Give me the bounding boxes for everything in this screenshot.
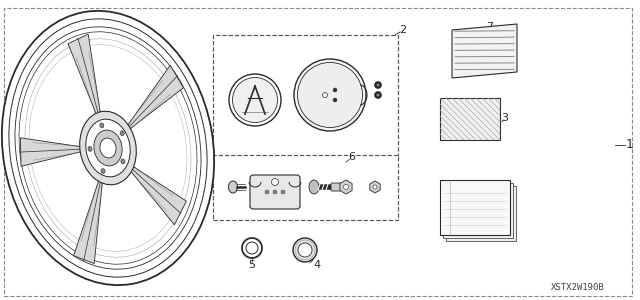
Ellipse shape	[246, 242, 258, 254]
Ellipse shape	[323, 92, 328, 98]
Ellipse shape	[101, 169, 105, 174]
Text: 4: 4	[314, 260, 321, 270]
Text: 2: 2	[399, 25, 406, 35]
Ellipse shape	[333, 88, 337, 92]
Ellipse shape	[121, 159, 125, 164]
Polygon shape	[452, 24, 517, 78]
Ellipse shape	[281, 190, 285, 194]
FancyBboxPatch shape	[331, 183, 341, 191]
Bar	[213, 35, 398, 160]
Ellipse shape	[376, 94, 380, 97]
Text: 5: 5	[248, 260, 255, 270]
Ellipse shape	[2, 11, 214, 285]
FancyBboxPatch shape	[250, 175, 300, 209]
Polygon shape	[74, 175, 103, 264]
Ellipse shape	[344, 184, 349, 190]
Polygon shape	[125, 162, 186, 225]
Ellipse shape	[376, 83, 380, 86]
Bar	[213, 155, 398, 220]
Ellipse shape	[298, 62, 362, 128]
FancyBboxPatch shape	[440, 180, 510, 235]
FancyBboxPatch shape	[440, 98, 500, 140]
Polygon shape	[20, 138, 86, 166]
Ellipse shape	[86, 119, 131, 177]
Ellipse shape	[309, 180, 319, 194]
Ellipse shape	[100, 123, 104, 128]
Text: 1: 1	[626, 139, 634, 152]
Ellipse shape	[294, 59, 366, 131]
Text: 3: 3	[502, 113, 509, 123]
Text: 7: 7	[486, 22, 493, 32]
Text: XSTX2W190B: XSTX2W190B	[551, 283, 605, 292]
Ellipse shape	[232, 77, 278, 122]
Ellipse shape	[298, 243, 312, 257]
Ellipse shape	[374, 92, 381, 98]
Polygon shape	[125, 65, 184, 132]
Ellipse shape	[265, 190, 269, 194]
Ellipse shape	[271, 178, 278, 185]
Ellipse shape	[373, 185, 377, 189]
Ellipse shape	[70, 98, 147, 198]
Ellipse shape	[228, 181, 237, 193]
Text: 6: 6	[349, 152, 355, 162]
Polygon shape	[68, 34, 102, 122]
Ellipse shape	[94, 130, 122, 166]
Ellipse shape	[80, 111, 136, 185]
Ellipse shape	[120, 131, 124, 136]
FancyBboxPatch shape	[446, 186, 516, 241]
FancyBboxPatch shape	[443, 183, 513, 238]
Ellipse shape	[88, 146, 92, 151]
Ellipse shape	[273, 190, 277, 194]
Ellipse shape	[333, 98, 337, 102]
Ellipse shape	[374, 82, 381, 88]
Ellipse shape	[293, 238, 317, 262]
Ellipse shape	[100, 138, 116, 158]
